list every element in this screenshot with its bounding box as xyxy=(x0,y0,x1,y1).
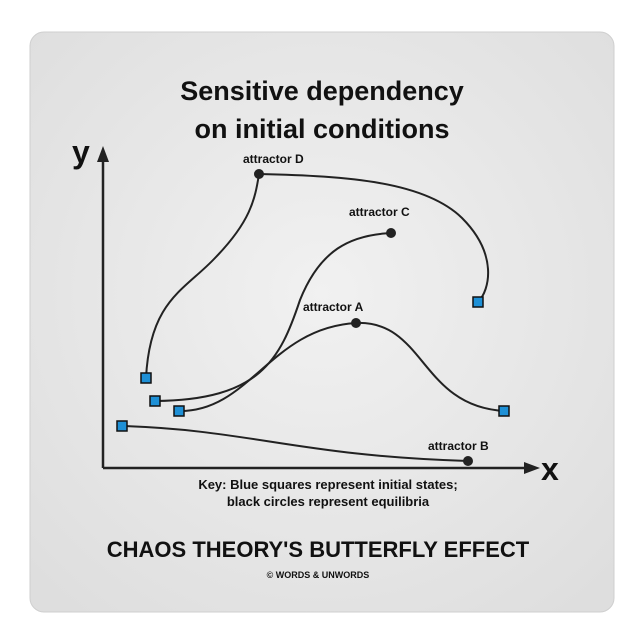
key-text: Key: Blue squares represent initial stat… xyxy=(198,477,457,492)
title-line: on initial conditions xyxy=(195,114,450,144)
axes xyxy=(97,146,540,474)
y-axis-label: y xyxy=(72,134,90,170)
attractor-label: attractor A xyxy=(303,300,364,314)
title-line: Sensitive dependency xyxy=(180,76,464,106)
key-text: black circles represent equilibria xyxy=(227,494,430,509)
attractor-label: attractor C xyxy=(349,205,410,219)
attractor-label: attractor B xyxy=(428,439,489,453)
trajectories xyxy=(116,169,510,466)
x-axis-label: x xyxy=(541,451,559,487)
attractor-label: attractor D xyxy=(243,152,304,166)
credit: © WORDS & UNWORDS xyxy=(267,570,370,580)
caption: CHAOS THEORY'S BUTTERFLY EFFECT xyxy=(107,537,530,562)
